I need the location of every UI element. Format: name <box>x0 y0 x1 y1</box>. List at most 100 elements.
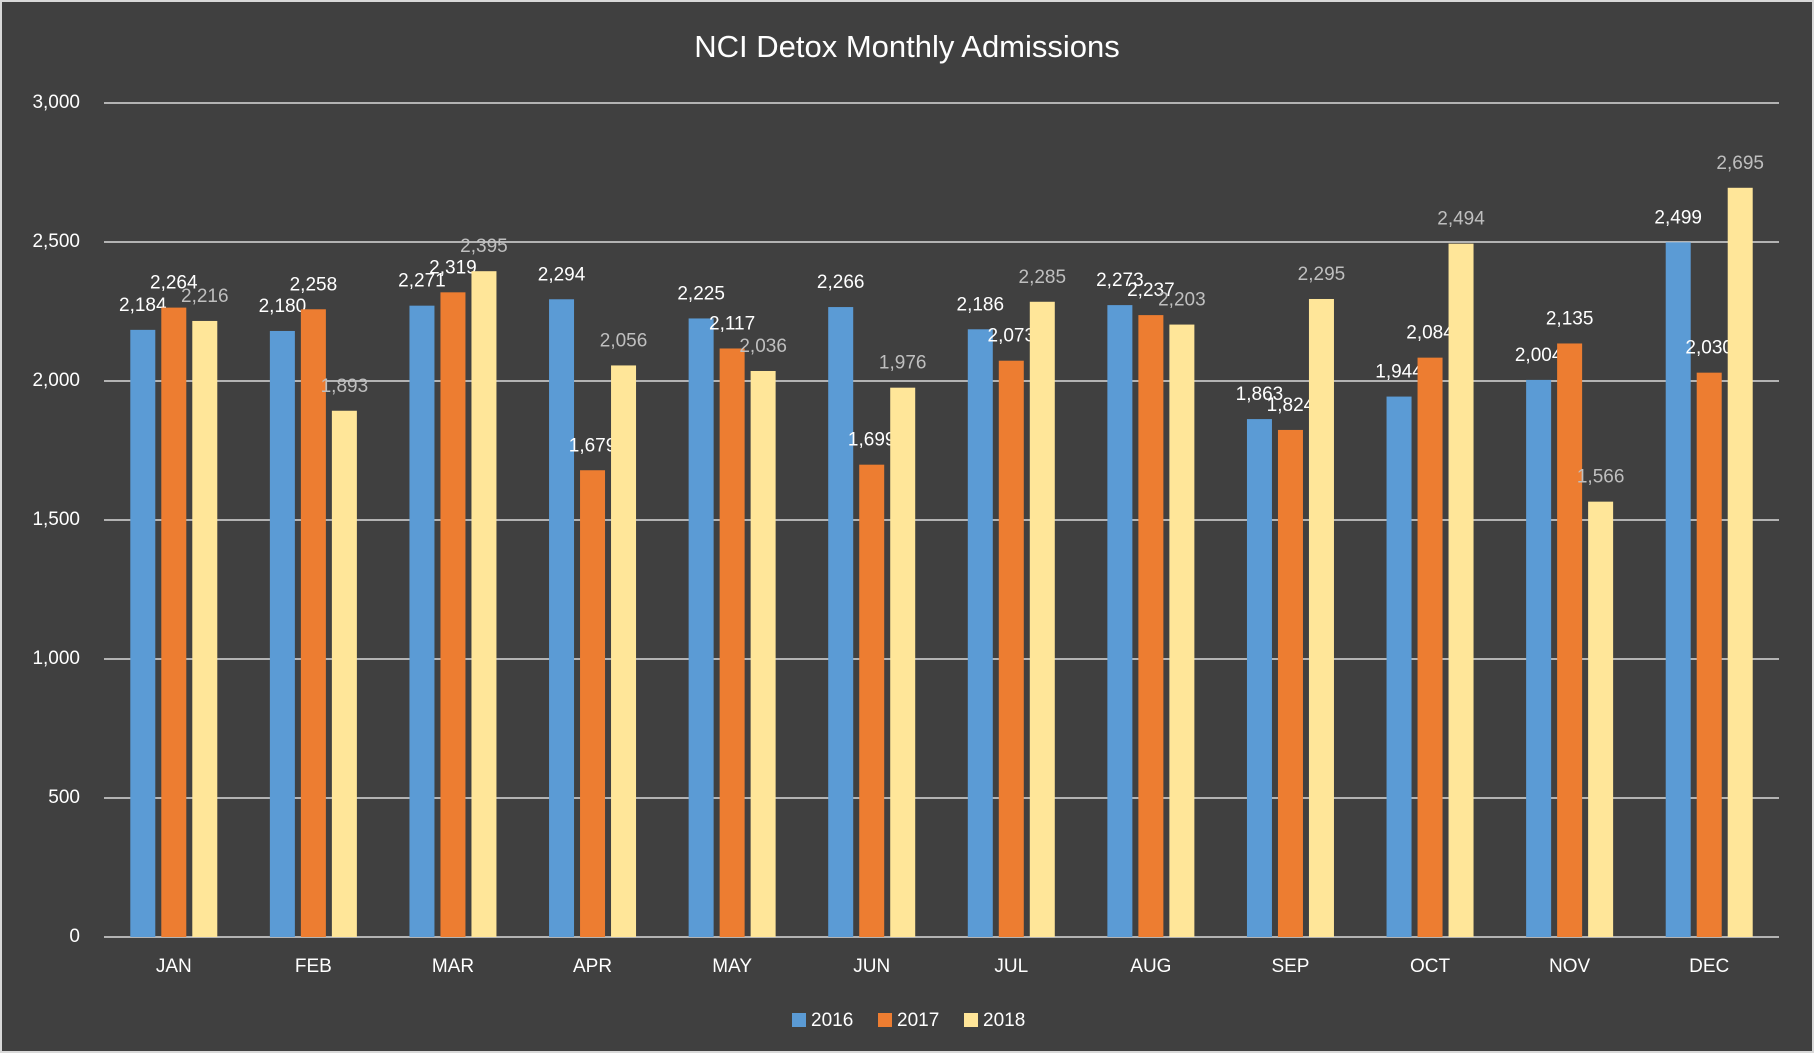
data-label: 2,004 <box>1515 345 1563 366</box>
bar <box>1277 429 1303 937</box>
bar <box>471 271 497 937</box>
x-tick-label: NOV <box>1549 956 1591 977</box>
data-label: 2,216 <box>181 286 229 307</box>
data-label: 2,319 <box>429 257 477 278</box>
data-label: 2,273 <box>1096 270 1144 291</box>
data-label: 2,395 <box>460 236 508 257</box>
bar <box>331 410 357 938</box>
data-label: 2,117 <box>709 313 755 334</box>
y-tick-label: 1,000 <box>32 648 80 669</box>
bar <box>967 329 993 937</box>
legend-label: 2018 <box>983 1010 1025 1031</box>
data-label: 2,258 <box>290 274 338 295</box>
data-label: 1,976 <box>879 353 927 374</box>
data-label: 2,225 <box>677 283 725 304</box>
data-label: 2,030 <box>1685 338 1733 359</box>
data-label: 2,135 <box>1546 308 1594 329</box>
x-tick-label: SEP <box>1271 956 1309 977</box>
legend-label: 2016 <box>811 1010 853 1031</box>
bar <box>611 365 637 937</box>
bar <box>300 309 326 937</box>
data-label: 1,893 <box>321 376 369 397</box>
bar <box>409 305 435 937</box>
x-tick-label: JUL <box>994 956 1028 977</box>
bar <box>1727 187 1753 938</box>
bar <box>859 464 885 937</box>
data-label: 2,203 <box>1158 290 1206 311</box>
bar <box>719 348 745 937</box>
data-label: 2,084 <box>1406 323 1454 344</box>
data-label: 1,944 <box>1375 362 1423 383</box>
bar <box>1107 305 1133 938</box>
data-label: 2,499 <box>1654 207 1702 228</box>
data-label: 1,699 <box>848 430 896 451</box>
bar <box>1588 501 1614 937</box>
bar <box>549 299 575 937</box>
data-label: 2,180 <box>259 296 307 317</box>
bar <box>890 387 916 937</box>
data-label: 2,056 <box>600 330 648 351</box>
x-tick-label: APR <box>573 956 612 977</box>
x-tick-label: AUG <box>1130 956 1171 977</box>
bar <box>1417 357 1443 937</box>
x-tick-label: JUN <box>853 956 890 977</box>
chart-title: NCI Detox Monthly Admissions <box>694 29 1120 64</box>
x-tick-label: MAY <box>712 956 752 977</box>
y-tick-label: 1,500 <box>32 509 80 530</box>
data-label: 2,184 <box>119 295 167 316</box>
x-tick-label: MAR <box>432 956 474 977</box>
bar <box>1308 298 1334 937</box>
x-tick-label: FEB <box>295 956 332 977</box>
data-label: 2,237 <box>1127 280 1175 301</box>
x-tick-label: OCT <box>1410 956 1451 977</box>
bar <box>161 307 187 937</box>
data-label: 1,566 <box>1577 467 1625 488</box>
bar <box>1665 242 1691 937</box>
x-tick-label: JAN <box>156 956 192 977</box>
bar <box>1029 301 1055 937</box>
bar <box>130 329 156 937</box>
bar <box>1557 343 1583 938</box>
y-tick-label: 2,500 <box>32 231 80 252</box>
y-tick-label: 500 <box>48 787 80 808</box>
bar <box>1138 315 1164 937</box>
data-label: 2,494 <box>1437 209 1485 230</box>
bar <box>1696 372 1722 937</box>
legend-swatch <box>878 1013 892 1027</box>
y-tick-label: 0 <box>69 926 80 947</box>
legend-label: 2017 <box>897 1010 939 1031</box>
data-label: 2,073 <box>988 326 1036 347</box>
data-label: 2,186 <box>957 294 1005 315</box>
bar <box>440 292 466 937</box>
data-label: 1,824 <box>1267 395 1315 416</box>
bar <box>750 370 776 937</box>
data-label: 2,264 <box>150 273 198 294</box>
data-label: 2,036 <box>739 336 787 357</box>
bar <box>998 360 1024 937</box>
y-tick-label: 2,000 <box>32 370 80 391</box>
bar <box>192 320 218 937</box>
data-label: 1,679 <box>569 435 617 456</box>
data-label: 1,863 <box>1236 384 1284 405</box>
bar <box>1169 324 1195 937</box>
data-label: 2,266 <box>817 272 865 293</box>
x-tick-label: DEC <box>1689 956 1729 977</box>
bar <box>688 318 714 937</box>
data-label: 2,294 <box>538 264 586 285</box>
y-tick-label: 3,000 <box>32 92 80 113</box>
data-label: 2,285 <box>1019 267 1067 288</box>
legend-swatch <box>964 1013 978 1027</box>
bar <box>1448 243 1474 938</box>
bar <box>269 330 295 938</box>
bar <box>1246 419 1272 937</box>
bar <box>1386 396 1412 937</box>
data-label: 2,271 <box>398 271 446 292</box>
bar <box>580 470 606 937</box>
data-label: 2,295 <box>1298 264 1346 285</box>
legend-swatch <box>792 1013 806 1027</box>
bar <box>828 307 854 937</box>
bar <box>1526 379 1552 937</box>
data-label: 2,695 <box>1716 153 1764 174</box>
